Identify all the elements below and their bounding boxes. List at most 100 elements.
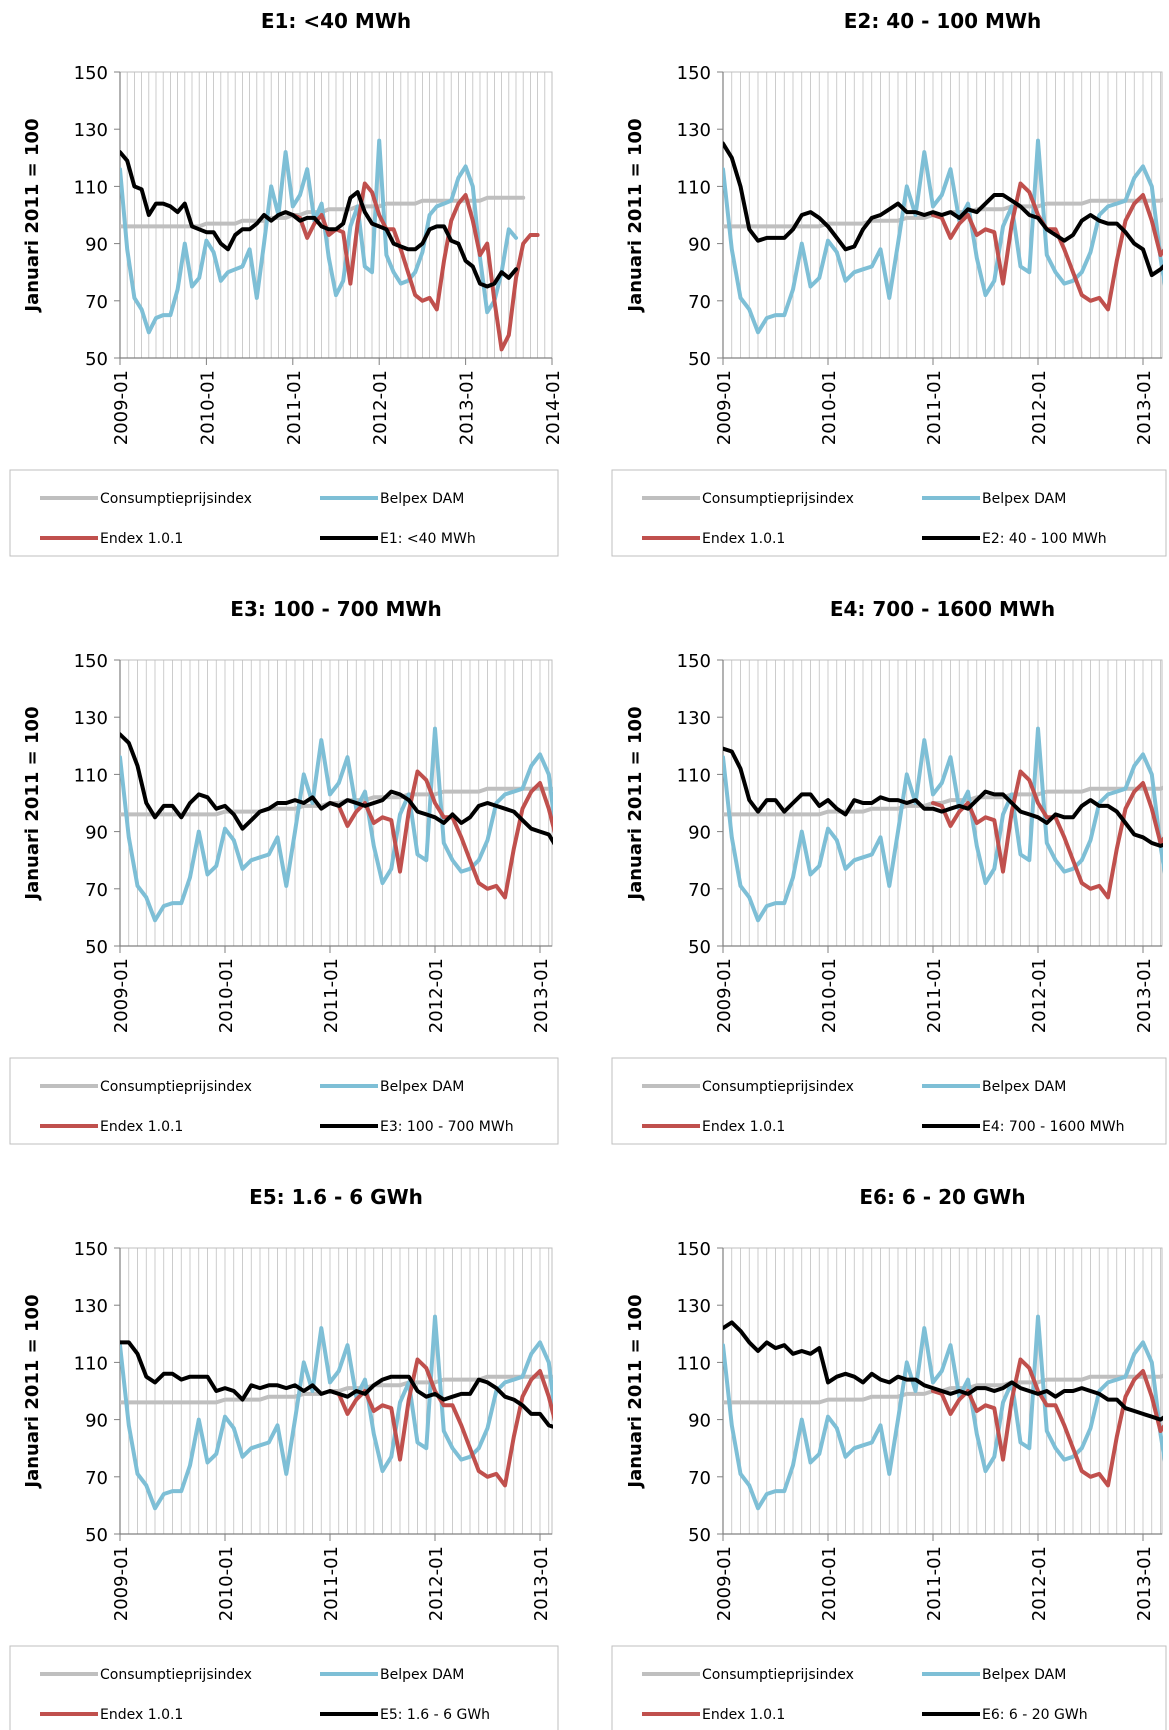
y-tick-label: 110 <box>74 765 108 786</box>
y-tick-label: 130 <box>74 1296 108 1317</box>
y-axis-label: Januari 2011 = 100 <box>22 706 43 901</box>
y-tick-label: 50 <box>85 937 108 958</box>
chart-panel-1: E1: <40 MWh 50 70 90 110 130 150 2009-01 2010-01… <box>9 9 564 557</box>
y-tick-label: 70 <box>85 880 108 901</box>
x-tick-label: 2011-01 <box>924 370 945 445</box>
series-line-belpex <box>723 726 1163 923</box>
legend-item-segment: E6: 6 - 20 GWh <box>922 1707 1088 1723</box>
x-tick-label: 2012-01 <box>1029 1546 1050 1621</box>
legend-item-cpi: Consumptieprijsindex <box>642 491 854 507</box>
legend-item-belpex: Belpex DAM <box>320 1667 464 1683</box>
legend-label: Belpex DAM <box>982 1079 1066 1095</box>
legend-item-endex: Endex 1.0.1 <box>40 1707 183 1723</box>
chart-title: E2: 40 - 100 MWh <box>844 9 1042 33</box>
legend-label: Belpex DAM <box>982 491 1066 507</box>
series-group <box>120 726 553 923</box>
series-group <box>723 138 1163 335</box>
y-tick-label: 110 <box>677 177 711 198</box>
legend-box <box>611 469 1167 557</box>
chart-panel-4: E4: 700 - 1600 MWh 50 70 90 110 130 150 2009-01… <box>611 597 1167 1145</box>
series-group <box>723 726 1163 923</box>
legend-label: Consumptieprijsindex <box>100 1079 252 1095</box>
chart-panel-2: E2: 40 - 100 MWh 50 70 90 110 130 150 2009-01 20… <box>611 9 1167 557</box>
series-line-segment <box>120 150 518 289</box>
legend-label: E5: 1.6 - 6 GWh <box>380 1707 490 1723</box>
legend-label: Consumptieprijsindex <box>100 1667 252 1683</box>
chart-panel-3: E3: 100 - 700 MWh 50 70 90 110 130 150 2009-01 2… <box>9 597 559 1145</box>
y-tick-label: 130 <box>74 708 108 729</box>
legend-label: Consumptieprijsindex <box>100 491 252 507</box>
y-tick-label: 130 <box>677 1296 711 1317</box>
y-tick-label: 70 <box>85 292 108 313</box>
x-tick-label: 2011-01 <box>321 1546 342 1621</box>
legend-item-belpex: Belpex DAM <box>922 491 1066 507</box>
x-tick-label: 2009-01 <box>111 1546 132 1621</box>
x-tick-label: 2011-01 <box>924 958 945 1033</box>
y-tick-label: 70 <box>688 880 711 901</box>
x-tick-label: 2009-01 <box>111 370 132 445</box>
legend-box <box>9 1057 559 1145</box>
x-tick-label: 2013-01 <box>1134 370 1155 445</box>
series-group <box>723 1314 1163 1511</box>
y-tick-label: 70 <box>688 1468 711 1489</box>
x-tick-label: 2013-01 <box>1134 1546 1155 1621</box>
y-axis-label: Januari 2011 = 100 <box>22 1294 43 1489</box>
y-tick-label: 150 <box>74 63 108 84</box>
y-tick-label: 50 <box>688 349 711 370</box>
legend-label: Belpex DAM <box>380 1667 464 1683</box>
legend-item-segment: E3: 100 - 700 MWh <box>320 1119 514 1135</box>
x-tick-label: 2010-01 <box>216 1546 237 1621</box>
legend-item-belpex: Belpex DAM <box>320 1079 464 1095</box>
legend-label: Consumptieprijsindex <box>702 1667 854 1683</box>
y-tick-label: 50 <box>688 937 711 958</box>
y-tick-label: 70 <box>688 292 711 313</box>
series-line-endex <box>328 769 553 900</box>
legend-item-endex: Endex 1.0.1 <box>642 1707 785 1723</box>
y-tick-label: 150 <box>677 651 711 672</box>
series-line-belpex <box>120 1314 553 1511</box>
series-line-segment <box>120 732 553 846</box>
chart-title: E5: 1.6 - 6 GWh <box>249 1185 423 1209</box>
chart-title: E4: 700 - 1600 MWh <box>830 597 1055 621</box>
legend-label: Endex 1.0.1 <box>702 531 785 547</box>
legend-item-cpi: Consumptieprijsindex <box>40 1667 252 1683</box>
y-tick-label: 150 <box>74 1239 108 1260</box>
legend-box <box>611 1057 1167 1145</box>
series-group <box>120 138 540 352</box>
chart-title: E6: 6 - 20 GWh <box>859 1185 1025 1209</box>
legend-item-segment: E5: 1.6 - 6 GWh <box>320 1707 490 1723</box>
x-tick-label: 2014-01 <box>543 370 564 445</box>
x-tick-label: 2010-01 <box>197 370 218 445</box>
y-tick-label: 50 <box>688 1525 711 1546</box>
y-axis-label: Januari 2011 = 100 <box>625 118 646 313</box>
series-line-segment <box>723 746 1163 848</box>
legend-label: E1: <40 MWh <box>380 531 476 547</box>
x-tick-label: 2012-01 <box>1029 370 1050 445</box>
legend-item-cpi: Consumptieprijsindex <box>40 491 252 507</box>
series-line-belpex <box>723 1314 1163 1511</box>
y-tick-label: 90 <box>85 235 108 256</box>
series-line-endex <box>931 1357 1163 1488</box>
x-tick-label: 2011-01 <box>321 958 342 1033</box>
y-axis-label: Januari 2011 = 100 <box>625 706 646 901</box>
series-line-endex <box>931 769 1163 900</box>
legend-label: Endex 1.0.1 <box>702 1119 785 1135</box>
x-tick-label: 2009-01 <box>714 958 735 1033</box>
x-tick-label: 2009-01 <box>714 1546 735 1621</box>
y-tick-label: 150 <box>677 1239 711 1260</box>
series-line-endex <box>931 181 1163 312</box>
x-tick-label: 2010-01 <box>819 958 840 1033</box>
legend-label: Endex 1.0.1 <box>100 1707 183 1723</box>
legend-item-segment: E2: 40 - 100 MWh <box>922 531 1107 547</box>
y-tick-label: 70 <box>85 1468 108 1489</box>
x-tick-label: 2010-01 <box>819 370 840 445</box>
legend-item-endex: Endex 1.0.1 <box>40 531 183 547</box>
y-tick-label: 50 <box>85 349 108 370</box>
chart-panel-5: E5: 1.6 - 6 GWh 50 70 90 110 130 150 2009-01 201… <box>9 1185 559 1730</box>
x-tick-label: 2013-01 <box>1134 958 1155 1033</box>
legend-label: E6: 6 - 20 GWh <box>982 1707 1088 1723</box>
x-tick-label: 2013-01 <box>457 370 478 445</box>
series-line-segment <box>120 1340 553 1429</box>
legend-item-cpi: Consumptieprijsindex <box>642 1079 854 1095</box>
y-tick-label: 150 <box>677 63 711 84</box>
